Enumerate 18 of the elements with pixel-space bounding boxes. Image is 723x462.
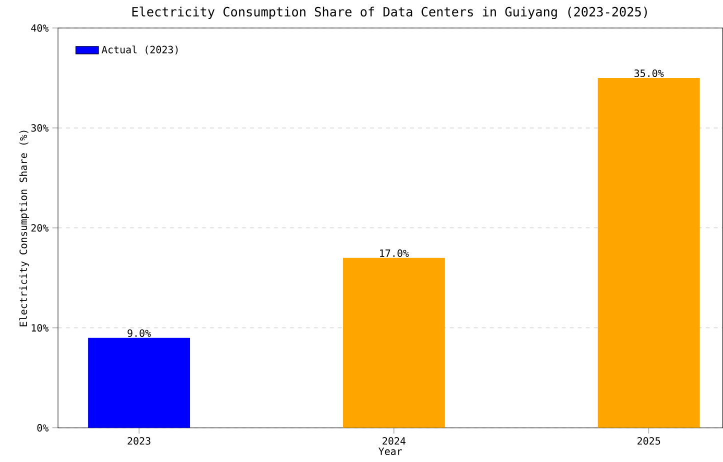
bar [598, 78, 700, 428]
y-tick-label: 40% [31, 24, 49, 32]
y-tick-label: 20% [31, 224, 49, 232]
x-tick-label: 2024 [382, 437, 406, 445]
bar [88, 338, 190, 428]
x-tick-label: 2025 [638, 437, 660, 445]
y-tick-label: 30% [31, 124, 49, 132]
y-axis-title: Electricity Consumption Share (%) [19, 130, 30, 326]
data-label: 35.0% [634, 70, 664, 78]
x-tick-label: 2023 [128, 437, 150, 445]
y-tick-label: 10% [32, 324, 49, 332]
data-label: 17.0% [380, 249, 409, 258]
bar [342, 258, 445, 428]
chart-title: Electricity Consumption Share of Data Centers in Guiyang (2023-2025) [132, 6, 647, 20]
y-tick-label: 0% [37, 424, 49, 432]
x-axis-title: Year [378, 448, 402, 456]
legend-label: Actual (2023) [102, 46, 178, 55]
data-label: 9.0% [128, 329, 151, 338]
